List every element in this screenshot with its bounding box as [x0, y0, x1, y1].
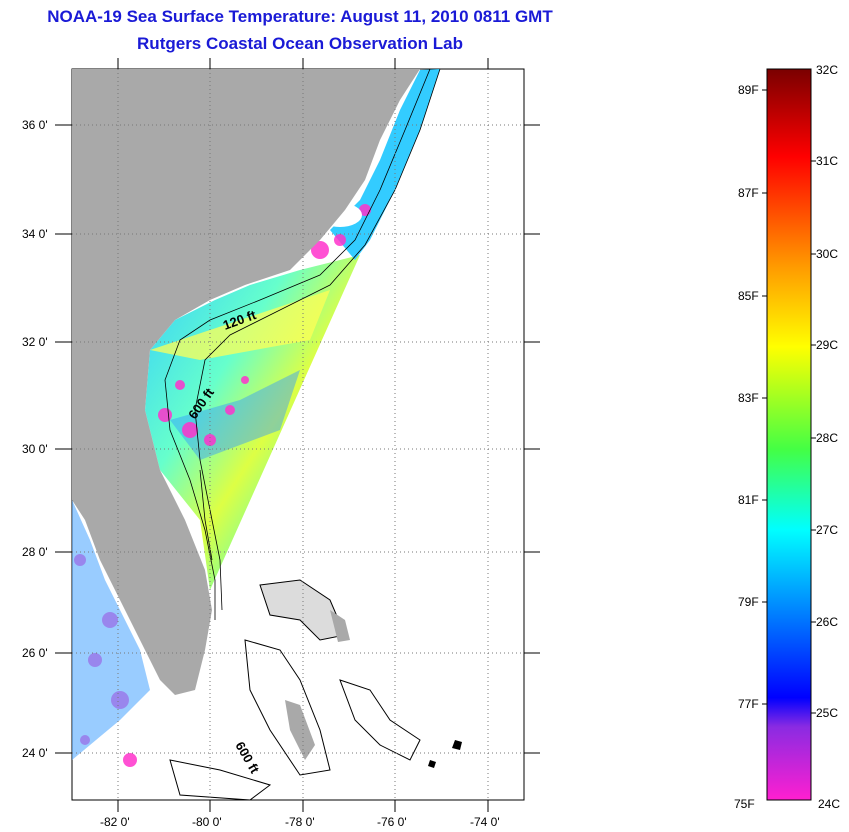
- colorbar-c-label: 32C: [816, 63, 838, 77]
- colorbar-f-label: 79F: [738, 595, 759, 609]
- fahrenheit-labels: 89F 87F 85F 83F 81F 79F 77F 75F: [734, 83, 759, 811]
- celsius-labels: 32C 31C 30C 29C 28C 27C 26C 25C 24C: [816, 63, 840, 811]
- map-subtitle: Rutgers Coastal Ocean Observation Lab: [137, 34, 463, 53]
- lat-label: 32 0': [22, 335, 48, 349]
- lon-label: -78 0': [285, 815, 315, 829]
- axis-ticks: [55, 58, 540, 812]
- lon-label: -80 0': [192, 815, 222, 829]
- colorbar-c-label: 31C: [816, 154, 838, 168]
- longitude-labels: -82 0' -80 0' -78 0' -76 0' -74 0': [100, 815, 500, 829]
- lon-label: -74 0': [470, 815, 500, 829]
- lat-label: 30 0': [22, 442, 48, 456]
- colorbar-f-label: 77F: [738, 697, 759, 711]
- lat-label: 24 0': [22, 746, 48, 760]
- colorbar-c-label: 28C: [816, 431, 838, 445]
- colorbar-f-label: 75F: [734, 797, 755, 811]
- lon-label: -82 0': [100, 815, 130, 829]
- colorbar-c-label: 26C: [816, 615, 838, 629]
- graticule: [72, 69, 524, 800]
- colorbar-c-label: 24C: [818, 797, 840, 811]
- colorbar-f-label: 89F: [738, 83, 759, 97]
- colorbar-f-label: 81F: [738, 493, 759, 507]
- lat-label: 34 0': [22, 227, 48, 241]
- land-mainland: [72, 69, 420, 695]
- colorbar-f-label: 87F: [738, 186, 759, 200]
- latitude-labels: 36 0' 34 0' 32 0' 30 0' 28 0' 26 0' 24 0…: [22, 118, 48, 760]
- colorbar-c-label: 27C: [816, 523, 838, 537]
- colorbar-c-label: 30C: [816, 247, 838, 261]
- lon-label: -76 0': [377, 815, 407, 829]
- map-panel: [55, 58, 540, 812]
- colorbar-f-label: 85F: [738, 289, 759, 303]
- lat-label: 28 0': [22, 545, 48, 559]
- lat-label: 36 0': [22, 118, 48, 132]
- map-title: NOAA-19 Sea Surface Temperature: August …: [47, 7, 553, 26]
- temperature-colorbar: 89F 87F 85F 83F 81F 79F 77F 75F 32C 31C …: [734, 63, 840, 811]
- lat-label: 26 0': [22, 646, 48, 660]
- colorbar-c-label: 29C: [816, 338, 838, 352]
- colorbar-c-label: 25C: [816, 706, 838, 720]
- colorbar-f-label: 83F: [738, 391, 759, 405]
